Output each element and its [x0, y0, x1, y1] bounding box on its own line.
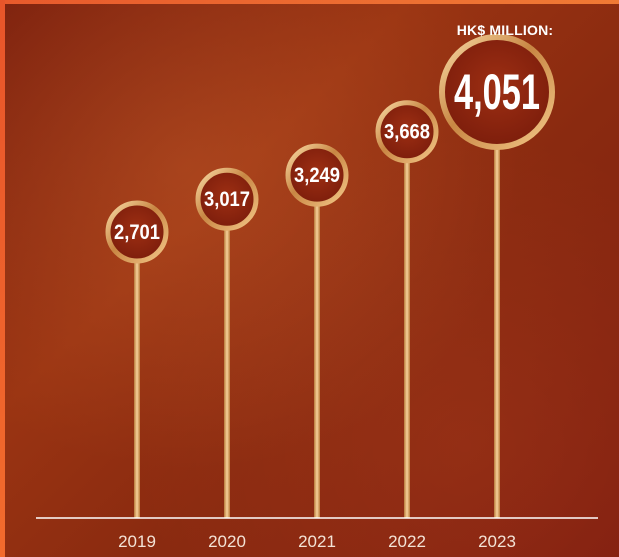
value-label-2020: 3,017 — [204, 188, 250, 211]
stick-2023 — [494, 92, 500, 518]
value-label-2019: 2,701 — [114, 221, 160, 244]
value-label-2022: 3,668 — [384, 121, 430, 144]
value-label-2021: 3,249 — [294, 164, 340, 187]
stick-2019 — [134, 232, 140, 518]
x-tick-label-2019: 2019 — [118, 532, 156, 551]
stick-2020 — [224, 199, 230, 518]
x-tick-label-2023: 2023 — [478, 532, 516, 551]
x-tick-label-2021: 2021 — [298, 532, 336, 551]
stick-2022 — [404, 132, 410, 518]
value-label-2023: 4,051 — [454, 64, 540, 120]
stick-2021 — [314, 175, 320, 518]
x-tick-label-2020: 2020 — [208, 532, 246, 551]
x-tick-label-2022: 2022 — [388, 532, 426, 551]
unit-label: HK$ MILLION: — [440, 22, 570, 38]
